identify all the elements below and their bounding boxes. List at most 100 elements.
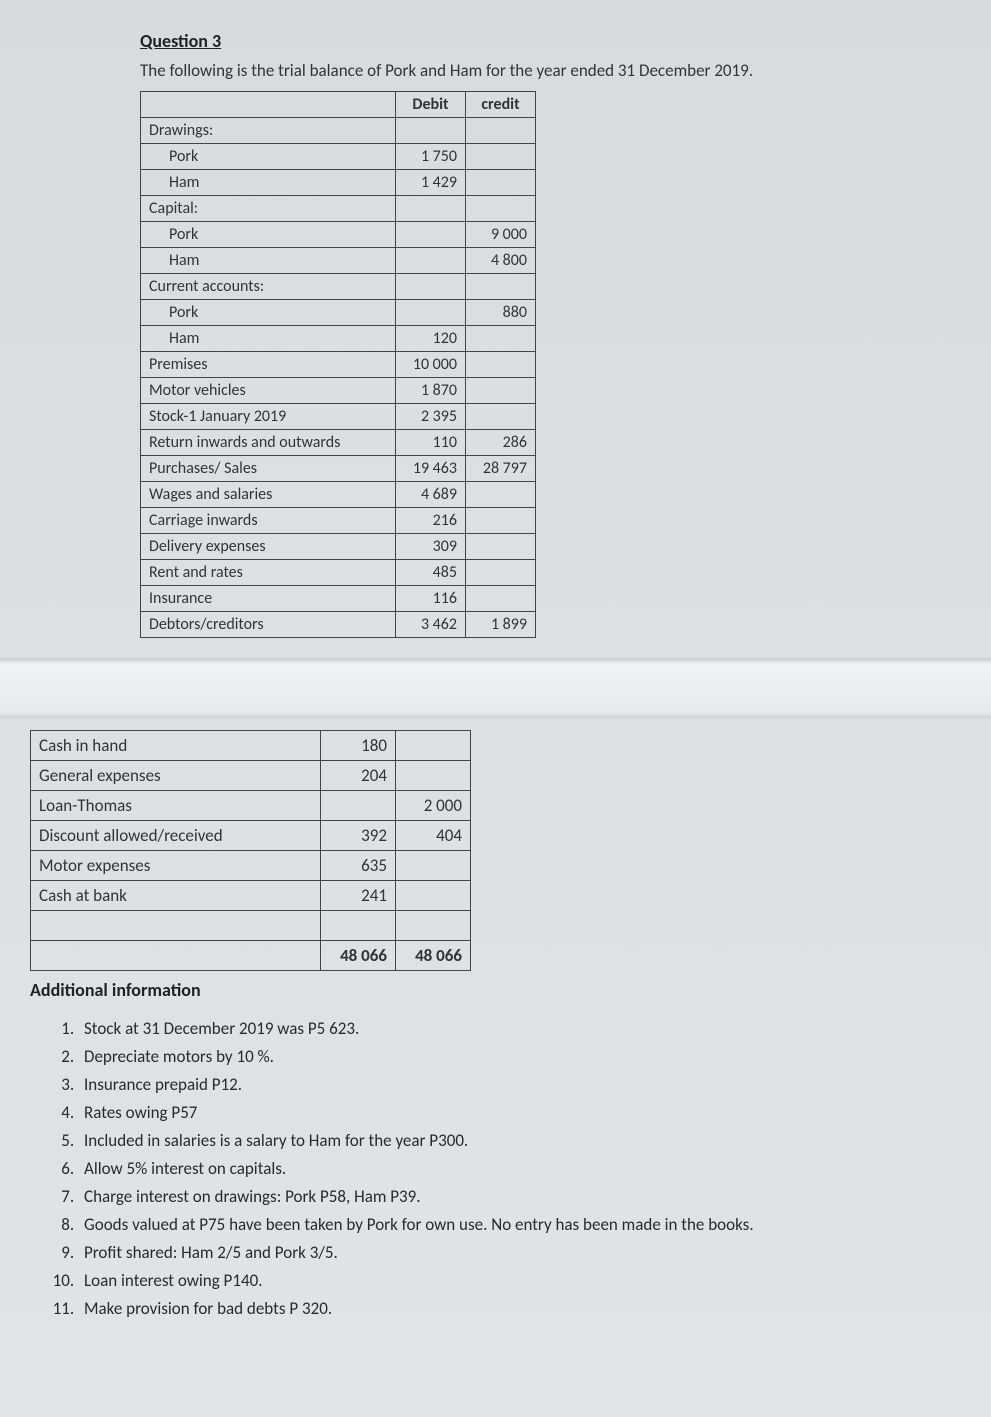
cell-label: Insurance xyxy=(141,586,396,612)
cell-credit xyxy=(466,560,536,586)
cell-debit xyxy=(396,222,466,248)
cell-label: Ham xyxy=(141,326,396,352)
cell-label: Return inwards and outwards xyxy=(141,430,396,456)
cell-credit xyxy=(396,911,471,941)
cell-label: Loan-Thomas xyxy=(31,791,321,821)
cell-credit xyxy=(466,274,536,300)
cell-debit xyxy=(396,248,466,274)
cell-label: Motor vehicles xyxy=(141,378,396,404)
cell-label: Pork xyxy=(141,144,396,170)
cell-credit xyxy=(396,761,471,791)
cell-label: Delivery expenses xyxy=(141,534,396,560)
cell-debit: 392 xyxy=(321,821,396,851)
cell-debit xyxy=(321,791,396,821)
list-item: Insurance prepaid P12. xyxy=(78,1071,961,1099)
table-total-row: 48 066 48 066 xyxy=(31,941,471,971)
question-title: Question 3 xyxy=(140,30,961,52)
cell-credit xyxy=(466,170,536,196)
additional-info-heading: Additional information xyxy=(30,979,961,1001)
cell-credit xyxy=(466,196,536,222)
cell-label: Pork xyxy=(141,300,396,326)
table-row: Motor expenses635 xyxy=(31,851,471,881)
cell-debit: 19 463 xyxy=(396,456,466,482)
table-row: Loan-Thomas2 000 xyxy=(31,791,471,821)
cell-label xyxy=(31,941,321,971)
table-row: Cash in hand180 xyxy=(31,731,471,761)
cell-credit xyxy=(466,118,536,144)
list-item: Profit shared: Ham 2/5 and Pork 3/5. xyxy=(78,1239,961,1267)
cell-label: Motor expenses xyxy=(31,851,321,881)
cell-debit: 110 xyxy=(396,430,466,456)
cell-credit xyxy=(396,851,471,881)
table-row: Pork1 750 xyxy=(141,144,536,170)
page-break-strip xyxy=(0,658,991,718)
table-row: Drawings: xyxy=(141,118,536,144)
list-item: Make provision for bad debts P 320. xyxy=(78,1295,961,1323)
header-credit: credit xyxy=(466,92,536,118)
cell-credit: 4 800 xyxy=(466,248,536,274)
cell-debit: 1 870 xyxy=(396,378,466,404)
table-header-row: Debit credit xyxy=(141,92,536,118)
cell-debit: 116 xyxy=(396,586,466,612)
table-row: Purchases/ Sales19 46328 797 xyxy=(141,456,536,482)
table-row: Motor vehicles1 870 xyxy=(141,378,536,404)
list-item: Loan interest owing P140. xyxy=(78,1267,961,1295)
cell-credit: 48 066 xyxy=(396,941,471,971)
cell-label: Carriage inwards xyxy=(141,508,396,534)
table-row: Ham 4 800 xyxy=(141,248,536,274)
cell-credit: 286 xyxy=(466,430,536,456)
cell-label: Premises xyxy=(141,352,396,378)
table-row: Debtors/creditors3 4621 899 xyxy=(141,612,536,638)
cell-label xyxy=(31,911,321,941)
table-row: Insurance116 xyxy=(141,586,536,612)
header-debit: Debit xyxy=(396,92,466,118)
table-row: Wages and salaries4 689 xyxy=(141,482,536,508)
cell-label: Current accounts: xyxy=(141,274,396,300)
cell-debit: 1 429 xyxy=(396,170,466,196)
cell-label: Drawings: xyxy=(141,118,396,144)
list-item: Charge interest on drawings: Pork P58, H… xyxy=(78,1183,961,1211)
table-row: Capital: xyxy=(141,196,536,222)
cell-debit: 180 xyxy=(321,731,396,761)
cell-debit xyxy=(396,274,466,300)
cell-debit: 1 750 xyxy=(396,144,466,170)
cell-debit: 120 xyxy=(396,326,466,352)
cell-label: Ham xyxy=(141,170,396,196)
cell-label: Cash at bank xyxy=(31,881,321,911)
cell-label: Cash in hand xyxy=(31,731,321,761)
cell-debit: 204 xyxy=(321,761,396,791)
cell-credit xyxy=(396,731,471,761)
cell-credit xyxy=(466,378,536,404)
header-blank xyxy=(141,92,396,118)
list-item: Rates owing P57 xyxy=(78,1099,961,1127)
cell-credit xyxy=(396,881,471,911)
cell-label: Wages and salaries xyxy=(141,482,396,508)
cell-label: Ham xyxy=(141,248,396,274)
trial-balance-table-1: Debit credit Drawings:Pork1 750Ham1 429C… xyxy=(140,91,536,638)
cell-label: Pork xyxy=(141,222,396,248)
cell-debit: 241 xyxy=(321,881,396,911)
cell-credit xyxy=(466,586,536,612)
upper-page-section: Question 3 The following is the trial ba… xyxy=(0,0,991,658)
cell-credit: 404 xyxy=(396,821,471,851)
cell-label: Purchases/ Sales xyxy=(141,456,396,482)
cell-debit: 48 066 xyxy=(321,941,396,971)
cell-credit: 28 797 xyxy=(466,456,536,482)
table-row: Carriage inwards216 xyxy=(141,508,536,534)
cell-label: General expenses xyxy=(31,761,321,791)
cell-debit: 3 462 xyxy=(396,612,466,638)
table-row: Pork880 xyxy=(141,300,536,326)
cell-label: Discount allowed/received xyxy=(31,821,321,851)
list-item: Included in salaries is a salary to Ham … xyxy=(78,1127,961,1155)
cell-debit: 4 689 xyxy=(396,482,466,508)
table-row: Return inwards and outwards110286 xyxy=(141,430,536,456)
table-row: Ham120 xyxy=(141,326,536,352)
cell-debit xyxy=(396,118,466,144)
table-row: Premises10 000 xyxy=(141,352,536,378)
cell-credit xyxy=(466,326,536,352)
table-blank-row xyxy=(31,911,471,941)
cell-credit xyxy=(466,508,536,534)
cell-credit xyxy=(466,404,536,430)
cell-label: Rent and rates xyxy=(141,560,396,586)
table-row: Current accounts: xyxy=(141,274,536,300)
